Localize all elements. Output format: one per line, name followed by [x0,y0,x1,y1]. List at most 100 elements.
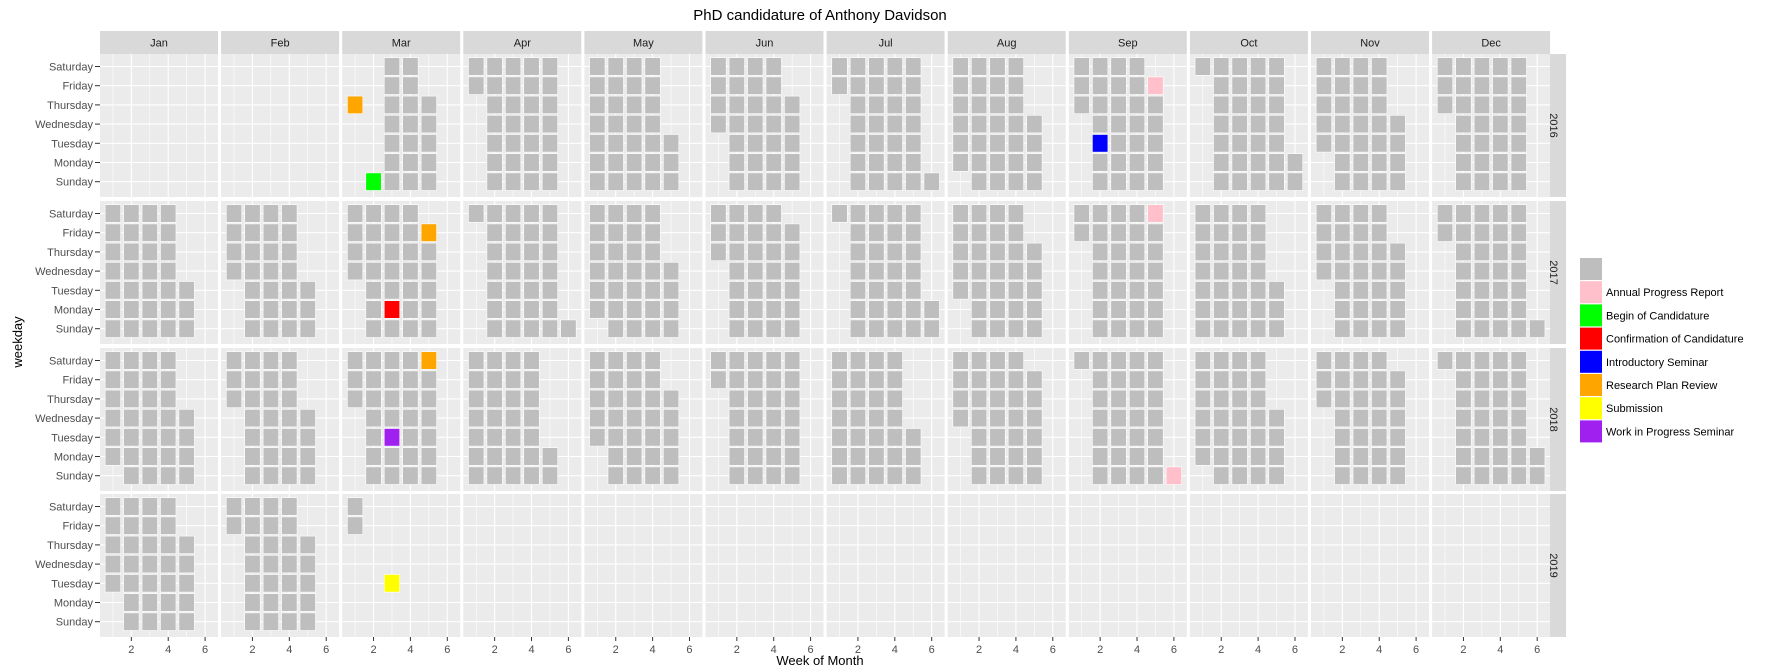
day-tile [663,389,680,409]
day-tile [1371,281,1388,300]
x-tick-label: 4 [771,644,777,656]
day-tile [1128,466,1146,485]
day-tile [589,95,606,114]
weekday-tick-label: Monday [54,598,94,610]
day-tile [663,466,680,485]
day-tile [1110,351,1127,370]
day-tile [1473,428,1490,447]
day-tile [1352,319,1369,338]
day-tile [728,389,745,409]
month-panel [705,54,824,197]
day-tile [989,389,1006,409]
day-tile [1473,76,1490,95]
day-tile [868,95,885,114]
x-tick-label: 2 [370,644,376,656]
day-tile [1007,153,1024,172]
day-tile [104,319,121,338]
event-tile [383,300,401,319]
day-tile [178,535,195,554]
day-tile [347,261,364,281]
day-tile [523,300,540,319]
weekday-tick-label: Friday [62,81,93,93]
day-tile [1473,281,1490,300]
day-tile [160,408,177,428]
day-tile [644,428,661,447]
day-tile [607,300,624,319]
day-tile [989,223,1006,242]
day-tile [868,370,885,389]
day-tile [626,153,643,172]
x-tick-label: 6 [1413,644,1419,656]
day-tile [420,300,437,319]
day-tile [1026,134,1043,153]
day-tile [281,319,298,338]
day-tile [1371,300,1388,319]
day-tile [383,261,401,281]
day-tile [420,115,437,134]
day-tile [970,447,988,466]
day-tile [383,115,401,134]
day-tile [1286,172,1304,191]
day-tile [1334,153,1351,172]
day-tile [1194,261,1211,281]
day-tile [244,554,261,574]
day-tile [1128,115,1146,134]
month-panel [705,201,824,344]
day-tile [1213,466,1230,485]
day-tile [1389,153,1406,172]
day-tile [402,134,419,153]
day-tile [383,447,401,466]
day-tile [1194,223,1211,242]
day-tile [1110,153,1127,172]
day-tile [1147,408,1164,428]
day-tile [644,351,661,370]
day-tile [1128,389,1146,409]
day-tile [1352,95,1369,114]
day-tile [1334,351,1351,370]
panel-background [1432,494,1551,637]
day-tile [1371,466,1388,485]
day-tile [728,428,745,447]
month-strip-label: Sep [1118,38,1138,50]
month-panel [463,54,582,197]
day-tile [1529,319,1546,338]
day-tile [262,319,279,338]
day-tile [831,57,848,76]
day-tile [1147,261,1164,281]
day-tile [244,319,261,338]
day-tile [868,57,885,76]
day-tile [160,351,177,370]
day-tile [383,76,401,95]
day-tile [383,57,401,76]
day-tile [607,134,624,153]
day-tile [486,447,503,466]
month-panel [100,494,218,637]
day-tile [1007,76,1024,95]
day-tile [747,389,764,409]
day-tile [1436,223,1454,242]
day-tile [1315,370,1332,389]
day-tile [1268,76,1285,95]
day-tile [1510,57,1527,76]
day-tile [1492,223,1509,242]
day-tile [607,172,624,191]
day-tile [402,242,419,262]
day-tile [1529,447,1546,466]
day-tile [141,516,158,535]
legend-label: Introductory Seminar [1606,357,1708,369]
day-tile [420,172,437,191]
day-tile [104,370,121,389]
day-tile [244,612,261,631]
day-tile [1492,95,1509,114]
day-tile [1315,261,1332,281]
x-tick-label: 6 [1171,644,1177,656]
day-tile [104,351,121,370]
day-tile [365,319,382,338]
day-tile [1007,115,1024,134]
day-tile [710,242,727,262]
day-tile [178,466,195,485]
day-tile [1128,351,1146,370]
day-tile [1473,204,1490,223]
day-tile [383,172,401,191]
day-tile [1213,76,1230,95]
